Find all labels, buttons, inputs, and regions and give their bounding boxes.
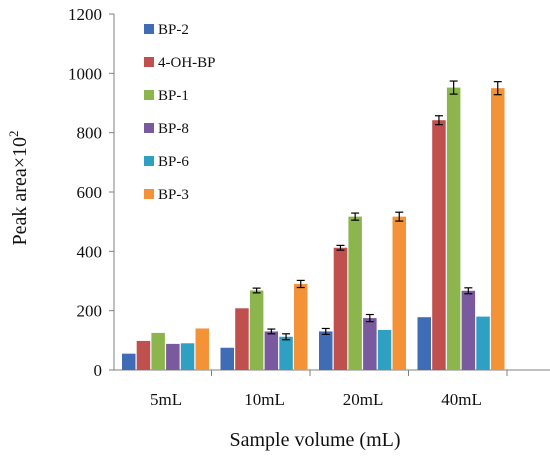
bar: [461, 290, 476, 370]
x-tick-label: 5mL: [150, 390, 182, 409]
legend-swatch: [144, 123, 154, 133]
bar: [476, 316, 490, 370]
x-axis-title: Sample volume (mL): [229, 429, 400, 451]
bar: [491, 88, 505, 371]
legend-swatch: [144, 90, 154, 100]
legend-swatch: [144, 189, 154, 199]
bar: [348, 216, 362, 370]
legend-label: BP-8: [158, 121, 189, 137]
y-tick-label: 600: [77, 183, 103, 202]
bar: [180, 343, 195, 370]
bar: [166, 343, 180, 370]
bar: [294, 283, 308, 370]
bar: [235, 308, 249, 370]
x-tick-label: 20mL: [343, 390, 384, 409]
y-tick-label: 400: [77, 242, 103, 261]
bar: [220, 347, 234, 370]
bar: [279, 336, 293, 370]
legend-label: BP-2: [158, 22, 189, 38]
bar: [363, 318, 377, 370]
y-axis-title-text: Peak area×10: [9, 137, 31, 245]
bar: [319, 331, 333, 370]
legend-label: 4-OH-BP: [158, 55, 216, 71]
bar: [377, 329, 392, 370]
bar: [333, 247, 348, 370]
y-tick-label: 1200: [68, 5, 102, 24]
legend-swatch: [144, 24, 154, 34]
bar: [392, 216, 406, 370]
x-tick-label: 10mL: [244, 390, 285, 409]
axes-layer: 0 200 400 600 800 1000 1200 5mL 10mL 20mL 40mL: [68, 5, 550, 409]
y-tick-label: 800: [77, 124, 103, 143]
bar: [432, 120, 446, 370]
legend-label: BP-6: [158, 154, 189, 170]
y-tick-label: 0: [94, 361, 103, 380]
y-tick-label: 1000: [68, 64, 102, 83]
bars-layer: [122, 80, 505, 371]
bar: [417, 317, 431, 370]
legend-swatch: [144, 156, 154, 166]
y-axis-title-superscript: 2: [6, 131, 21, 138]
bar: [249, 290, 264, 370]
y-axis-title: Peak area×102: [6, 131, 31, 246]
bar: [136, 340, 151, 370]
bar: [151, 332, 165, 370]
bar: [195, 328, 209, 370]
bar: [264, 331, 279, 370]
legend-label: BP-3: [158, 187, 189, 203]
legend-swatch: [144, 57, 154, 67]
bar: [122, 353, 136, 370]
legend: BP-2 4-OH-BP BP-1 BP-8 BP-6 BP-3: [144, 22, 216, 203]
bar: [446, 87, 461, 370]
y-tick-label: 200: [77, 302, 103, 321]
legend-label: BP-1: [158, 88, 189, 104]
x-tick-label: 40mL: [441, 390, 482, 409]
